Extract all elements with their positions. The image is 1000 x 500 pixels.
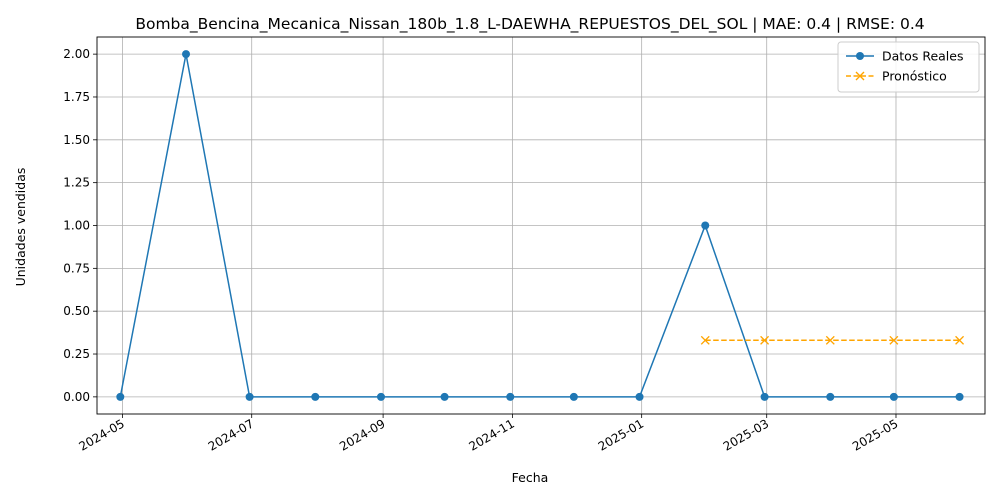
x-tick-label: 2024-05: [77, 416, 127, 453]
chart-title: Bomba_Bencina_Mecanica_Nissan_180b_1.8_L…: [135, 15, 924, 34]
data-point-datos-reales: [506, 392, 515, 401]
data-point-datos-reales: [116, 392, 125, 401]
grid: [97, 37, 985, 414]
y-tick-label: 2.00: [63, 47, 90, 61]
data-point-datos-reales: [889, 392, 898, 401]
x-tick-label: 2025-01: [596, 416, 646, 453]
y-tick-label: 1.75: [63, 90, 90, 104]
ticks: 0.00 0.25 0.50 0.75 1.00 1.25 1.50 1.75 2.00 2024…: [63, 47, 900, 454]
data-point-datos-reales: [826, 392, 835, 401]
data-point-datos-reales: [760, 392, 769, 401]
x-axis-label: Fecha: [512, 470, 549, 485]
data-point-pronostico: [889, 335, 899, 345]
legend-marker-pronostico: [855, 71, 865, 81]
data-point-pronostico: [955, 335, 965, 345]
legend-label-pronostico: Pronóstico: [882, 69, 947, 84]
y-tick-label: 0.25: [63, 347, 90, 361]
data-point-pronostico: [825, 335, 835, 345]
y-tick-label: 1.50: [63, 133, 90, 147]
legend-marker-datos-reales: [856, 52, 864, 60]
legend-label-datos-reales: Datos Reales: [882, 49, 963, 64]
y-tick-label: 0.00: [63, 390, 90, 404]
series-layer: [116, 50, 965, 401]
x-tick-label: 2025-03: [721, 416, 771, 453]
data-point-datos-reales: [440, 392, 449, 401]
y-tick-label: 1.25: [63, 176, 90, 190]
data-point-pronostico: [700, 335, 710, 345]
data-point-datos-reales: [635, 392, 644, 401]
x-tick-label: 2024-09: [337, 416, 387, 453]
data-point-datos-reales: [955, 392, 964, 401]
legend: Datos Reales Pronóstico: [837, 41, 980, 93]
series-line-datos-reales: [119, 53, 960, 398]
legend-box: [837, 41, 980, 93]
x-tick-label: 2024-07: [206, 416, 256, 453]
data-point-datos-reales: [245, 392, 254, 401]
y-tick-label: 0.75: [63, 261, 90, 275]
data-point-datos-reales: [311, 392, 320, 401]
legend-entry-datos-reales: Datos Reales: [846, 49, 963, 64]
y-axis-label: Unidades vendidas: [13, 168, 28, 287]
y-tick-label: 1.00: [63, 219, 90, 233]
data-point-datos-reales: [569, 392, 578, 401]
data-point-datos-reales: [701, 221, 710, 230]
data-point-datos-reales: [376, 392, 385, 401]
y-tick-label: 0.50: [63, 304, 90, 318]
data-point-pronostico: [760, 335, 770, 345]
x-tick-label: 2024-11: [466, 416, 516, 453]
legend-entry-pronostico: Pronóstico: [846, 69, 947, 84]
data-point-datos-reales: [182, 50, 191, 59]
x-tick-label: 2025-05: [850, 416, 900, 453]
